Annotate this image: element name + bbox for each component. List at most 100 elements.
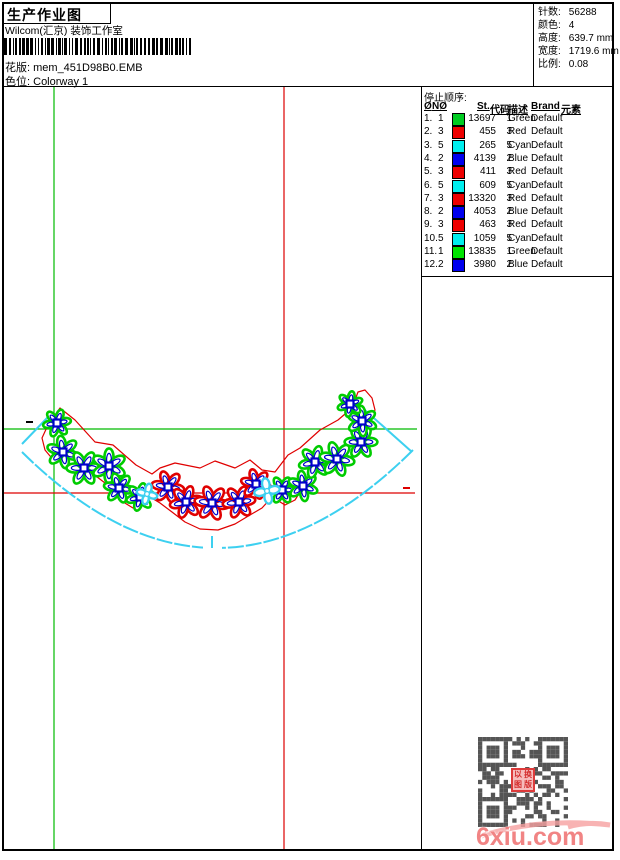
row-stitches: 463 <box>479 219 496 231</box>
barcode-gap <box>43 38 45 55</box>
row-brand: Default <box>531 246 563 257</box>
row-needle: 1 <box>438 246 444 257</box>
row-seq: 12. <box>424 259 438 271</box>
flower-center <box>181 497 191 507</box>
row-brand: Default <box>531 179 563 191</box>
barcode-bar <box>45 38 46 55</box>
row-code: 3 <box>506 166 512 178</box>
barcode-bar <box>175 38 178 55</box>
table-row: 9. 3 463 3 Red Default <box>422 219 612 233</box>
barcode-gap <box>67 38 69 55</box>
flower-center <box>345 399 355 409</box>
stop-sequence-title: 停止顺序: <box>424 93 467 104</box>
barcode-gap <box>21 38 22 55</box>
flower-center <box>114 483 124 493</box>
row-description: Red <box>508 192 527 204</box>
barcode-gap <box>91 38 93 55</box>
row-seq: 8. <box>424 206 433 218</box>
barcode-gap <box>123 38 125 55</box>
table-row: 4. 2 4139 2 Blue Default <box>422 152 612 166</box>
worksheet-header: 生产作业图 Wilcom(汇京) 装饰工作室 花版: mem_451D98B0.… <box>4 4 619 88</box>
barcode-bar <box>38 38 39 55</box>
barcode-bar <box>64 38 67 55</box>
barcode-gap <box>46 38 47 55</box>
row-brand: Default <box>531 139 563 151</box>
row-description: Cyan <box>508 139 532 151</box>
row-seq: 7. <box>424 192 433 204</box>
table-row: 10. 5 1059 5 Cyan Default <box>422 232 612 246</box>
barcode-bar <box>15 38 17 55</box>
flower-center <box>332 454 342 464</box>
stat-line: 宽度: 1719.6 mm <box>538 45 619 58</box>
color-swatch <box>452 232 465 246</box>
barcode-gap <box>29 38 30 55</box>
stat-line: 高度: 639.7 mm <box>538 32 613 45</box>
barcode-bar <box>119 38 120 55</box>
barcode-bar <box>41 38 43 55</box>
row-description: Green <box>508 246 536 257</box>
flower-center <box>163 482 173 492</box>
watermark: 6xiu.com <box>468 817 618 853</box>
row-seq: 4. <box>424 152 433 164</box>
color-swatch <box>452 259 465 273</box>
row-description: Green <box>508 113 536 124</box>
right-column: 停止顺序: Ø NØ St. 代码 描述 Brand 元素 1. 1 13697 1 Green Def… <box>421 87 612 851</box>
barcode-bar <box>72 38 73 55</box>
barcode-bar <box>140 38 142 55</box>
row-stitches: 13697 <box>468 113 496 124</box>
barcode-gap <box>181 38 182 55</box>
stat-label: 针数: <box>538 7 561 18</box>
row-needle: 5 <box>438 179 444 191</box>
barcode-gap <box>142 38 144 55</box>
design-stats-panel: 针数: 56288 颜色: 4 高度: 639.7 mm 宽度: 1719.6 mm 比… <box>533 4 619 86</box>
stat-value: 56288 <box>566 7 597 18</box>
barcode-bar <box>93 38 95 55</box>
barcode-bar <box>130 38 133 55</box>
table-row: 2. 3 455 3 Red Default <box>422 126 612 140</box>
row-stitches: 4139 <box>473 152 496 164</box>
barcode-gap <box>78 38 80 55</box>
barcode-gap <box>138 38 140 55</box>
row-needle: 3 <box>438 166 444 178</box>
barcode-bar <box>47 38 50 55</box>
barcode-bar <box>90 38 91 55</box>
design-preview <box>4 87 417 849</box>
row-brand: Default <box>531 259 563 271</box>
row-code: 2 <box>506 152 512 164</box>
row-code: 2 <box>506 206 512 218</box>
page-title-text: 生产作业图 <box>7 7 82 23</box>
row-code: 3 <box>506 219 512 231</box>
row-stitches: 265 <box>479 139 496 151</box>
seal-character: 换 <box>524 770 532 779</box>
row-brand: Default <box>531 206 563 218</box>
table-row: 12. 2 3980 2 Blue Default <box>422 259 612 273</box>
row-seq: 5. <box>424 166 433 178</box>
table-row: 7. 3 13320 3 Red Default <box>422 192 612 206</box>
barcode-gap <box>61 38 62 55</box>
barcode-bar <box>30 38 33 55</box>
row-description: Red <box>508 126 527 138</box>
row-seq: 3. <box>424 139 433 151</box>
design-file-value: mem_451D98B0.EMB <box>33 62 143 74</box>
stat-label: 宽度: <box>538 46 561 57</box>
seal-character: 版 <box>524 780 532 789</box>
stat-value: 0.08 <box>566 59 589 70</box>
barcode-gap <box>168 38 169 55</box>
column-header: 元素 <box>561 105 581 116</box>
barcode-bar <box>148 38 150 55</box>
row-description: Blue <box>508 152 529 164</box>
watermark-swoosh-icon <box>477 820 611 840</box>
barcode-bar <box>87 38 89 55</box>
row-seq: 11. <box>424 246 438 257</box>
barcode-bar <box>97 38 100 55</box>
barcode-gap <box>63 38 64 55</box>
barcode-bar <box>35 38 36 55</box>
color-swatch <box>452 113 465 126</box>
color-swatch <box>452 166 465 180</box>
row-code: 5 <box>506 139 512 151</box>
barcode-bar <box>102 38 103 55</box>
barcode-bar <box>171 38 173 55</box>
row-brand: Default <box>531 126 563 138</box>
row-needle: 5 <box>438 232 444 244</box>
